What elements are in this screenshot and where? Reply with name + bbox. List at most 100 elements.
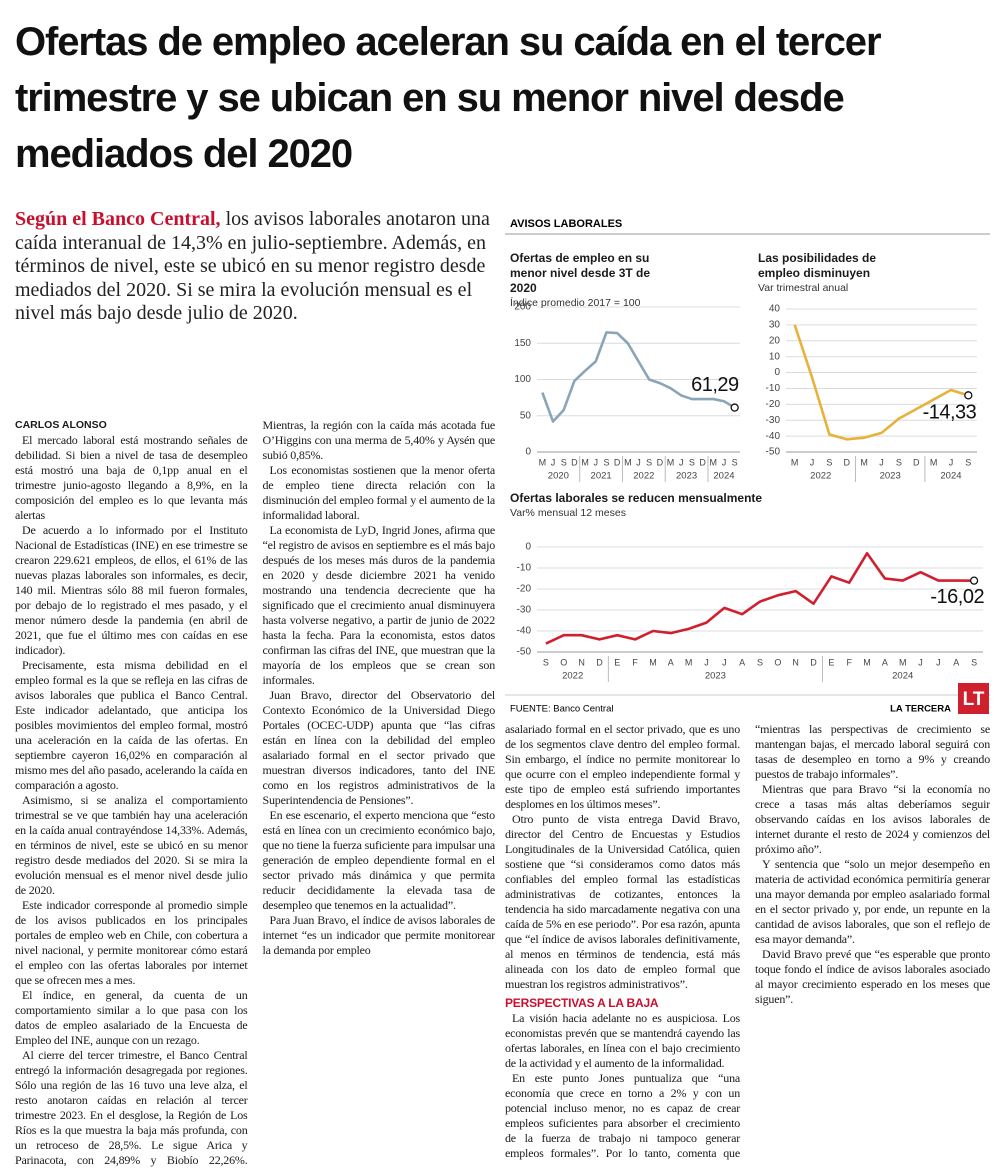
end-point xyxy=(964,391,973,400)
x-tick-label: M xyxy=(860,457,868,467)
paragraph: Al cierre del tercer trimestre, el Banco… xyxy=(15,418,495,1167)
x-tick-label: J xyxy=(594,457,599,467)
x-tick-label: D xyxy=(913,457,920,467)
source: FUENTE: Banco Central xyxy=(510,704,613,715)
x-tick-label: D xyxy=(810,657,817,667)
x-tick-label: J xyxy=(879,457,884,467)
year-label: 2022 xyxy=(562,671,583,682)
paragraph: La visión hacia adelante no es auspicios… xyxy=(505,1011,740,1070)
year-label: 2021 xyxy=(591,471,612,482)
chart-heading: Ofertas de empleo en su menor nivel desd… xyxy=(510,251,680,310)
paragraph: El mercado laboral está mostrando señale… xyxy=(15,433,248,522)
chart-subtitle: Índice promedio 2017 = 100 xyxy=(510,297,641,309)
year-label: 2024 xyxy=(713,471,734,482)
paragraph: De acuerdo a lo informado por el Institu… xyxy=(15,523,248,657)
paragraph: Y sentencia que “solo un mejor desempeño… xyxy=(755,857,990,946)
x-tick-label: N xyxy=(792,657,799,667)
paragraph: La economista de LyD, Ingrid Jones, afir… xyxy=(262,523,496,687)
x-tick-label: M xyxy=(667,457,675,467)
x-tick-label: S xyxy=(757,657,763,667)
paragraph: Juan Bravo, director del Observatorio de… xyxy=(262,688,496,807)
x-tick-label: S xyxy=(896,457,902,467)
data-line xyxy=(545,552,975,645)
value-label: -16,02 xyxy=(930,586,984,608)
y-tick-label: -30 xyxy=(766,415,781,426)
x-tick-label: E xyxy=(828,657,834,667)
x-tick-label: S xyxy=(689,457,695,467)
paragraph: asalariado formal en el sector privado, … xyxy=(505,722,740,811)
x-tick-label: E xyxy=(614,657,620,667)
x-tick-label: M xyxy=(685,657,693,667)
y-tick-label: 100 xyxy=(514,374,531,385)
x-tick-label: J xyxy=(936,657,941,667)
article-left: CARLOS ALONSO El mercado laboral está mos… xyxy=(15,418,495,1172)
infographic: AVISOS LABORALES FUENTE: Banco Central L… xyxy=(505,213,990,718)
x-tick-label: M xyxy=(649,657,657,667)
x-tick-label: D xyxy=(571,457,578,467)
y-tick-label: -50 xyxy=(766,447,781,458)
y-tick-label: 150 xyxy=(514,338,531,349)
x-tick-label: D xyxy=(844,457,851,467)
logo: LT xyxy=(963,689,985,710)
y-tick-label: 0 xyxy=(525,542,531,553)
y-tick-label: 0 xyxy=(774,367,780,378)
y-tick-label: 10 xyxy=(769,351,781,362)
year-label: 2024 xyxy=(940,471,961,482)
value-label: 61,29 xyxy=(691,374,739,396)
x-tick-label: S xyxy=(971,657,977,667)
y-tick-label: -20 xyxy=(766,399,781,410)
end-point xyxy=(730,403,739,412)
year-label: 2023 xyxy=(705,671,726,682)
paragraph: En este punto Jones puntualiza que “una … xyxy=(505,722,990,1160)
x-tick-label: M xyxy=(539,457,547,467)
brand: LA TERCERA xyxy=(890,704,951,715)
year-label: 2024 xyxy=(892,671,913,682)
x-tick-label: A xyxy=(739,657,745,667)
year-label: 2023 xyxy=(880,471,901,482)
infographic-label: AVISOS LABORALES xyxy=(510,218,622,230)
y-tick-label: 200 xyxy=(514,302,531,313)
chart-title: Ofertas de empleo en su menor nivel desd… xyxy=(510,251,651,295)
paragraph: Los economistas sostienen que la menor o… xyxy=(262,463,496,522)
chart-subtitle: Var trimestral anual xyxy=(758,282,849,294)
x-tick-label: M xyxy=(863,657,871,667)
paragraph: Este indicador corresponde al promedio s… xyxy=(15,898,248,987)
x-tick-label: N xyxy=(578,657,585,667)
y-tick-label: 20 xyxy=(769,335,781,346)
x-tick-label: J xyxy=(551,457,556,467)
x-tick-label: S xyxy=(826,457,832,467)
x-tick-label: M xyxy=(791,457,799,467)
x-tick-label: A xyxy=(953,657,959,667)
paragraph: David Bravo prevé que “es esperable que … xyxy=(755,947,990,1006)
lead-highlight: Según el Banco Central, xyxy=(15,208,221,230)
year-label: 2023 xyxy=(676,471,697,482)
chart-title: Las posibilidades de empleo disminuyen xyxy=(758,251,877,280)
lead: Según el Banco Central, los avisos labor… xyxy=(15,208,493,326)
value-label: -14,33 xyxy=(923,402,977,424)
y-tick-label: -20 xyxy=(517,584,532,595)
x-tick-label: O xyxy=(774,657,781,667)
x-tick-label: D xyxy=(614,457,621,467)
x-tick-label: F xyxy=(632,657,638,667)
paragraph: Precisamente, esta misma debilidad en el… xyxy=(15,658,248,792)
x-tick-label: D xyxy=(699,457,706,467)
year-label: 2020 xyxy=(548,471,569,482)
paragraph: El índice, en general, da cuenta de un c… xyxy=(15,988,248,1047)
lead-text: los avisos laborales anotaron una caída … xyxy=(15,208,490,324)
y-tick-label: 0 xyxy=(525,447,531,458)
data-line xyxy=(541,331,736,423)
paragraph: Otro punto de vista entrega David Bravo,… xyxy=(505,812,740,991)
x-tick-label: S xyxy=(543,657,549,667)
x-tick-label: J xyxy=(810,457,815,467)
x-tick-label: J xyxy=(679,457,684,467)
x-tick-label: M xyxy=(710,457,718,467)
x-tick-label: J xyxy=(722,457,727,467)
x-tick-label: M xyxy=(581,457,589,467)
x-tick-label: D xyxy=(596,657,603,667)
x-tick-label: M xyxy=(930,457,938,467)
x-tick-label: J xyxy=(918,657,923,667)
y-tick-label: 30 xyxy=(769,320,781,331)
x-tick-label: S xyxy=(646,457,652,467)
paragraph: Para Juan Bravo, el índice de avisos lab… xyxy=(262,913,496,957)
